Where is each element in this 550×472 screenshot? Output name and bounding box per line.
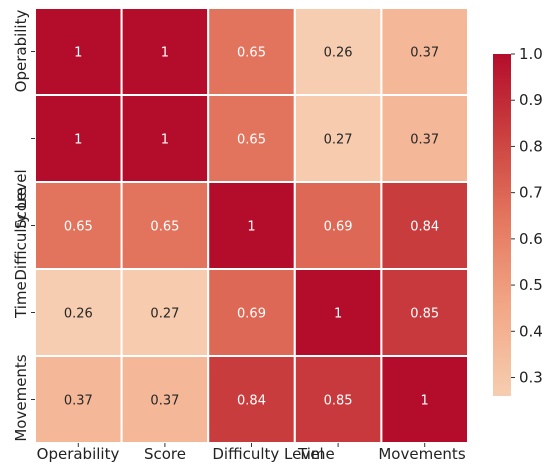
colorbar-tick-label: 0.7	[519, 184, 543, 202]
heatmap-cell-2-1	[120, 181, 210, 270]
cell-value-label: 0.85	[410, 307, 439, 322]
cell-value-label: 0.37	[410, 133, 439, 148]
colorbar-tick-label: 0.6	[519, 230, 543, 248]
x-tick-label: Movements	[378, 445, 465, 463]
x-tick-label: Time	[297, 445, 335, 463]
y-tick-label: Movements	[12, 354, 30, 441]
cell-value-label: 0.84	[410, 220, 439, 235]
heatmap-cell-1-2	[207, 94, 296, 183]
cell-value-label: 0.69	[324, 220, 353, 235]
cell-value-label: 0.65	[237, 133, 266, 148]
cell-value-label: 0.26	[64, 307, 93, 322]
cell-value-label: 1	[74, 46, 82, 61]
cell-value-label: 1	[421, 394, 429, 409]
cell-value-label: 1	[334, 307, 342, 322]
cell-value-label: 0.69	[237, 307, 266, 322]
y-tick-label: Operability	[12, 10, 30, 93]
colorbar-tick-label: 0.8	[519, 137, 543, 155]
heatmap-cell-2-3	[293, 181, 383, 270]
heatmap-cell-3-2	[207, 268, 296, 357]
colorbar-tick-label: 0.9	[519, 91, 543, 109]
cell-value-label: 0.27	[150, 307, 179, 322]
cell-value-label: 0.37	[150, 394, 179, 409]
cell-value-label: 0.84	[237, 394, 266, 409]
heatmap-cell-3-4	[380, 268, 469, 357]
cell-value-label: 0.65	[64, 220, 93, 235]
cell-value-label: 0.37	[64, 394, 93, 409]
heatmap-cell-4-1	[120, 355, 210, 444]
heatmap-cell-labels: 1 1 0.65 0.26 0.37 1 1 0.65 0.27 0.37 0.65 0.65 1 0.6…	[64, 46, 439, 409]
cell-value-label: 0.65	[237, 46, 266, 61]
x-tick-label: Score	[144, 445, 186, 463]
cell-value-label: 0.27	[324, 133, 353, 148]
cell-value-label: 1	[74, 133, 82, 148]
heatmap-cell-3-3	[293, 268, 383, 357]
colorbar-tick-label: 0.5	[519, 276, 543, 294]
colorbar-tick-label: 0.3	[519, 369, 543, 387]
cell-value-label: 0.37	[410, 46, 439, 61]
y-tick-label: Score	[12, 187, 30, 229]
y-tick-label: Time	[12, 281, 30, 319]
cell-value-label: 0.85	[324, 394, 353, 409]
cell-value-label: 1	[247, 220, 255, 235]
heatmap-cell-1-4	[380, 94, 469, 183]
cell-value-label: 0.65	[150, 220, 179, 235]
cell-value-label: 1	[161, 46, 169, 61]
colorbar: 0.3 0.4 0.5 0.6 0.7 0.8 0.9 1.0	[493, 45, 543, 396]
heatmap-cell-0-1	[120, 7, 210, 96]
y-tick-label: Difficulty Level	[12, 169, 30, 280]
cell-value-label: 0.26	[324, 46, 353, 61]
heatmap-cell-4-0	[34, 355, 123, 444]
cell-value-label: 1	[161, 133, 169, 148]
x-tick-label: Difficulty Level	[212, 445, 323, 463]
heatmap-cell-4-2	[207, 355, 296, 444]
heatmap-cells	[34, 7, 469, 444]
heatmap-cell-3-1	[120, 268, 210, 357]
x-tick-label: Operability	[37, 445, 120, 463]
colorbar-tick-label: 1.0	[519, 45, 543, 63]
colorbar-gradient	[493, 54, 511, 396]
heatmap-cell-0-0	[34, 7, 123, 96]
colorbar-tick-label: 0.4	[519, 322, 543, 340]
